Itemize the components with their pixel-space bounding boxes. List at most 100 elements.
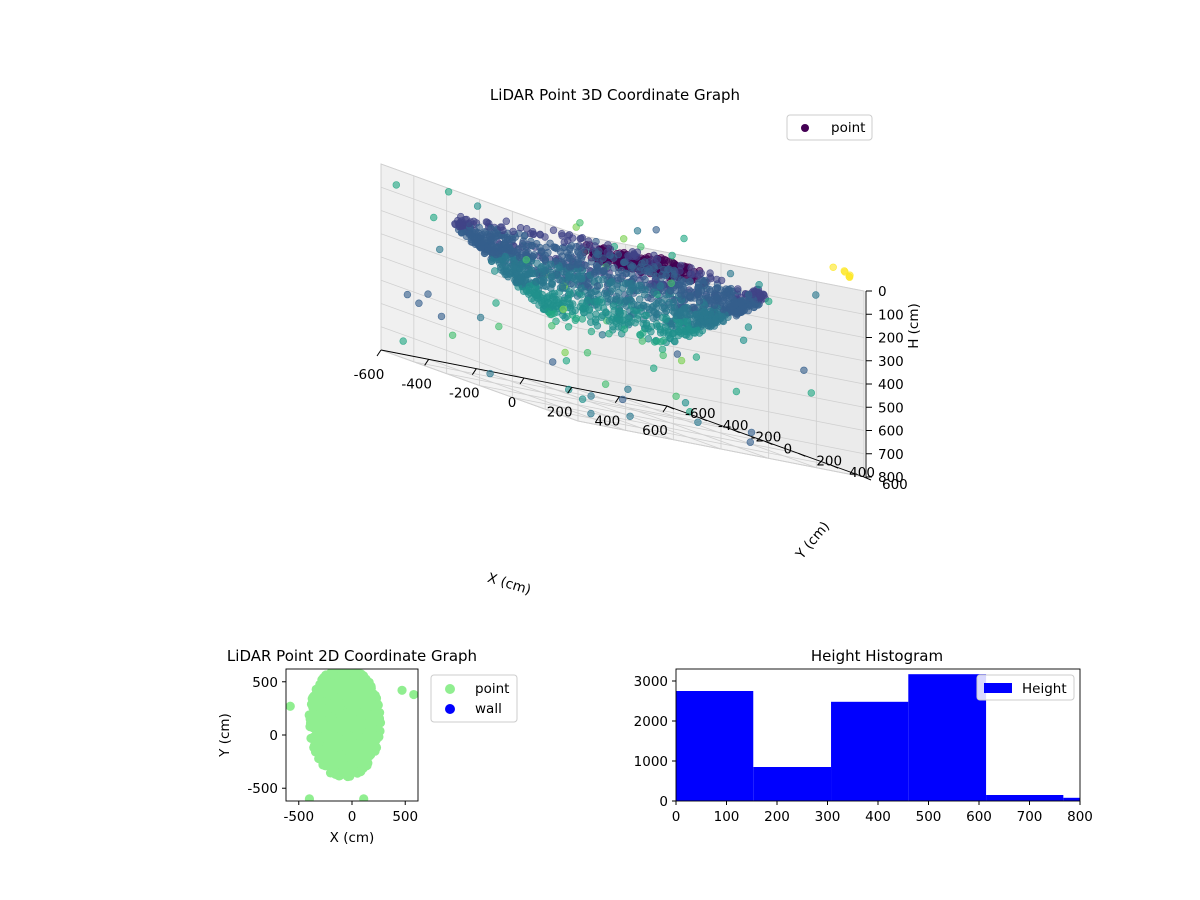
point-2d — [313, 731, 323, 741]
y-tick-mark — [765, 441, 773, 445]
x-tick-label: 500 — [916, 809, 942, 825]
point-3d — [532, 240, 541, 248]
point-3d — [636, 331, 644, 339]
point-3d — [549, 226, 558, 234]
z-tick-label: 300 — [878, 354, 904, 370]
point-3d — [656, 326, 665, 334]
point-3d — [591, 248, 600, 256]
point-3d — [698, 308, 707, 317]
histogram-x-ticks: 0 100 200 300 400 500 600 700 800 — [672, 801, 1093, 825]
point-3d — [578, 252, 587, 260]
point-3d — [747, 428, 756, 437]
y-tick-label: 0 — [784, 442, 793, 458]
y-tick-mark — [863, 476, 872, 481]
chart-3d: LiDAR Point 3D Coordinate Graph -600 -400… — [354, 86, 922, 598]
point-3d — [565, 231, 574, 239]
point-3d — [587, 392, 595, 400]
point-3d — [565, 272, 573, 280]
point-3d — [475, 223, 483, 232]
point-3d — [552, 271, 561, 280]
chart-2d-legend-label-wall: wall — [475, 701, 502, 717]
point-3d — [578, 395, 587, 403]
grid-line — [577, 350, 865, 408]
point-3d — [607, 287, 615, 295]
x-tick-label: -500 — [283, 809, 314, 825]
point-3d — [615, 307, 624, 315]
point-3d — [448, 331, 457, 339]
point-2d — [375, 718, 386, 728]
point-3d — [666, 334, 674, 343]
x-tick-label: 600 — [642, 423, 668, 439]
point-3d — [604, 294, 612, 303]
x-tick-label: 700 — [1017, 809, 1043, 825]
point-3d — [582, 261, 590, 270]
chart-2d-title: LiDAR Point 2D Coordinate Graph — [227, 647, 477, 665]
chart-3d-legend-marker — [801, 124, 809, 132]
point-3d — [552, 296, 560, 304]
point-2d — [329, 766, 339, 776]
point-3d — [603, 248, 611, 256]
histogram-legend-swatch — [984, 683, 1012, 693]
point-3d — [564, 385, 573, 394]
point-3d — [587, 327, 596, 336]
point-3d — [612, 317, 620, 325]
chart-3d-title: LiDAR Point 3D Coordinate Graph — [490, 86, 740, 104]
point-3d — [685, 277, 694, 286]
point-3d — [618, 395, 627, 404]
chart-2d-points — [286, 669, 418, 801]
point-3d — [641, 275, 649, 284]
point-3d — [807, 389, 815, 397]
y-tick-label: 2000 — [634, 714, 668, 730]
point-2d — [356, 722, 366, 733]
x-tick-label: -200 — [449, 386, 480, 402]
x-tick-mark — [662, 405, 668, 413]
grid-line — [577, 420, 865, 478]
point-3d — [686, 408, 694, 416]
grid-line — [380, 163, 579, 236]
point-2d — [357, 749, 367, 759]
histogram-bar — [676, 691, 754, 801]
point-2d — [341, 708, 351, 718]
point-3d — [470, 217, 478, 226]
point-3d — [681, 399, 690, 407]
chart-2d-x-label: X (cm) — [330, 830, 375, 846]
point-3d — [548, 322, 556, 330]
point-3d — [593, 282, 602, 290]
point-3d — [571, 306, 579, 315]
grid-line — [577, 327, 865, 385]
point-3d — [538, 254, 547, 262]
point-3d — [727, 284, 735, 293]
point-2d — [341, 742, 351, 752]
chart-3d-points — [392, 181, 854, 446]
chart-2d-y-label: Y (cm) — [217, 713, 233, 758]
point-3d — [537, 247, 545, 255]
point-3d — [625, 288, 634, 296]
point-3d — [703, 317, 712, 325]
point-3d — [424, 290, 432, 298]
point-3d — [561, 348, 569, 357]
point-3d — [619, 258, 628, 267]
y-tick-mark — [798, 452, 806, 457]
y-tick-label: -200 — [751, 430, 782, 446]
x-tick-label: 0 — [508, 395, 517, 411]
point-3d — [642, 319, 651, 328]
point-3d — [724, 300, 732, 308]
point-3d — [436, 245, 444, 254]
point-3d — [649, 314, 657, 322]
point-2d — [326, 669, 336, 678]
point-3d — [399, 337, 407, 345]
point-2d — [373, 700, 383, 710]
x-tick-label: -400 — [401, 376, 432, 392]
x-tick-label: 800 — [1067, 809, 1093, 825]
z-tick-label: 400 — [878, 377, 904, 393]
point-3d — [486, 369, 494, 378]
point-3d — [502, 217, 510, 225]
x-tick-mark — [567, 387, 573, 394]
point-3d — [430, 213, 438, 222]
point-3d — [706, 269, 714, 277]
point-3d — [619, 235, 628, 243]
chart-2d-y-ticks: -500 0 500 — [247, 675, 286, 797]
point-3d — [622, 296, 630, 305]
y-tick-label: -600 — [685, 406, 716, 422]
point-3d — [415, 299, 423, 307]
